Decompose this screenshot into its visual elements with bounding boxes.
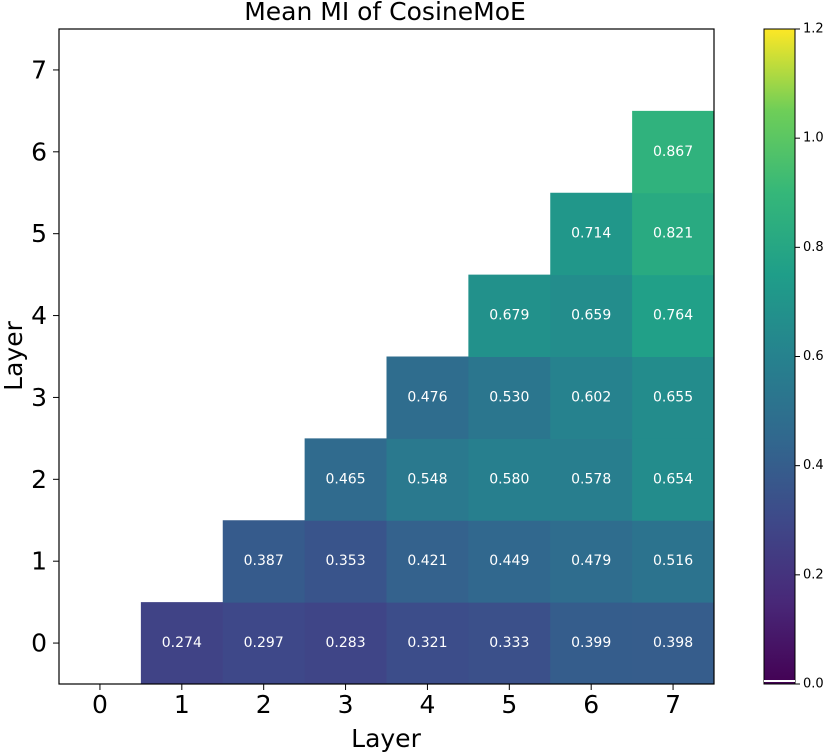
- x-tick-label: 5: [501, 690, 517, 719]
- y-axis-label: Layer: [0, 320, 28, 390]
- cell-value-label: 0.476: [407, 389, 447, 405]
- x-axis: 0 1 2 3 4 5 6 7: [92, 684, 681, 719]
- heatmap-cell: [468, 520, 551, 603]
- y-axis: 0 1 2 3 4 5 6 7: [31, 55, 59, 658]
- heatmap-cell: [386, 520, 469, 603]
- heatmap-cell: [550, 274, 633, 357]
- x-axis-label: Layer: [351, 724, 421, 752]
- heatmap-cell: [386, 602, 469, 685]
- cell-value-label: 0.449: [489, 553, 529, 569]
- colorbar-tick-label: 0.2: [803, 567, 824, 582]
- heatmap-cell: [304, 520, 387, 603]
- cell-value-label: 0.283: [326, 635, 366, 651]
- colorbar-gradient: [764, 29, 795, 684]
- x-tick-label: 0: [92, 690, 108, 719]
- heatmap-cells: 0.274 0.297 0.283 0.321 0.333 0.399 0.398 0.387…: [140, 110, 715, 685]
- heatmap-cell: [222, 520, 306, 603]
- colorbar: 0.0 0.2 0.4 0.6 0.8 1.0 1.2: [763, 22, 824, 692]
- y-tick-label: 4: [31, 301, 47, 330]
- heatmap-cell: [304, 438, 387, 521]
- cell-value-label: 0.578: [571, 471, 611, 487]
- x-tick-label: 4: [419, 690, 435, 719]
- heatmap-cell: [632, 520, 715, 603]
- cell-value-label: 0.530: [489, 389, 529, 405]
- plot-frame: [58, 28, 715, 685]
- cell-value-label: 0.580: [489, 471, 529, 487]
- cell-value-label: 0.654: [653, 471, 693, 487]
- cell-value-label: 0.655: [653, 389, 693, 405]
- colorbar-ticks: 0.0 0.2 0.4 0.6 0.8 1.0 1.2: [795, 22, 824, 692]
- colorbar-tick-label: 0.0: [803, 677, 824, 692]
- heatmap-cell: [386, 356, 469, 439]
- y-tick-label: 1: [31, 547, 47, 576]
- colorbar-tick-label: 0.6: [803, 349, 824, 364]
- heatmap-cell: [550, 520, 633, 603]
- x-tick-label: 2: [256, 690, 272, 719]
- cell-value-label: 0.659: [571, 308, 611, 324]
- heatmap-cell: [550, 602, 633, 685]
- heatmap-cell: [468, 438, 551, 521]
- colorbar-tick-label: 0.4: [803, 458, 824, 473]
- heatmap-cell: [468, 356, 551, 439]
- heatmap-cell: [550, 192, 633, 276]
- cell-value-label: 0.714: [571, 226, 611, 242]
- heatmap-cell: [468, 602, 551, 685]
- cell-value-label: 0.333: [489, 635, 529, 651]
- heatmap-cell: [550, 438, 633, 521]
- y-tick-label: 5: [31, 219, 47, 248]
- colorbar-tick-label: 1.0: [803, 131, 824, 146]
- x-tick-label: 6: [583, 690, 599, 719]
- heatmap-cell: [632, 356, 715, 439]
- y-tick-label: 2: [31, 465, 47, 494]
- cell-value-label: 0.479: [571, 553, 611, 569]
- heatmap-cell: [632, 438, 715, 521]
- colorbar-tick-label: 0.8: [803, 240, 824, 255]
- y-tick-label: 6: [31, 137, 47, 166]
- y-tick-label: 0: [31, 629, 47, 658]
- x-tick-label: 1: [174, 690, 190, 719]
- heatmap-cell: [632, 192, 715, 276]
- colorbar-tick-label: 1.2: [803, 22, 824, 37]
- x-tick-label: 7: [665, 690, 681, 719]
- cell-value-label: 0.602: [571, 389, 611, 405]
- heatmap-cell: [140, 602, 224, 685]
- y-tick-label: 3: [31, 383, 47, 412]
- cell-value-label: 0.398: [653, 635, 693, 651]
- cell-value-label: 0.465: [326, 471, 366, 487]
- cell-value-label: 0.353: [326, 553, 366, 569]
- cell-value-label: 0.764: [653, 308, 693, 324]
- cell-value-label: 0.399: [571, 635, 611, 651]
- cell-value-label: 0.297: [244, 635, 284, 651]
- cell-value-label: 0.421: [407, 553, 447, 569]
- cell-value-label: 0.321: [407, 635, 447, 651]
- heatmap-cell: [632, 274, 715, 357]
- cell-value-label: 0.274: [162, 635, 202, 651]
- heatmap-cell: [304, 602, 387, 685]
- cell-value-label: 0.821: [653, 226, 693, 242]
- heatmap-cell: [632, 602, 715, 685]
- y-tick-label: 7: [31, 55, 47, 84]
- heatmap-cell: [468, 274, 551, 357]
- cell-value-label: 0.867: [653, 144, 693, 160]
- cell-value-label: 0.387: [244, 553, 284, 569]
- chart-title: Mean MI of CosineMoE: [244, 0, 526, 26]
- cell-value-label: 0.548: [407, 471, 447, 487]
- x-tick-label: 3: [338, 690, 354, 719]
- heatmap-cell: [222, 602, 306, 685]
- cell-value-label: 0.679: [489, 308, 529, 324]
- heatmap-cell: [386, 438, 469, 521]
- cell-value-label: 0.516: [653, 553, 693, 569]
- heatmap-cell: [632, 110, 715, 194]
- heatmap-cell: [550, 356, 633, 439]
